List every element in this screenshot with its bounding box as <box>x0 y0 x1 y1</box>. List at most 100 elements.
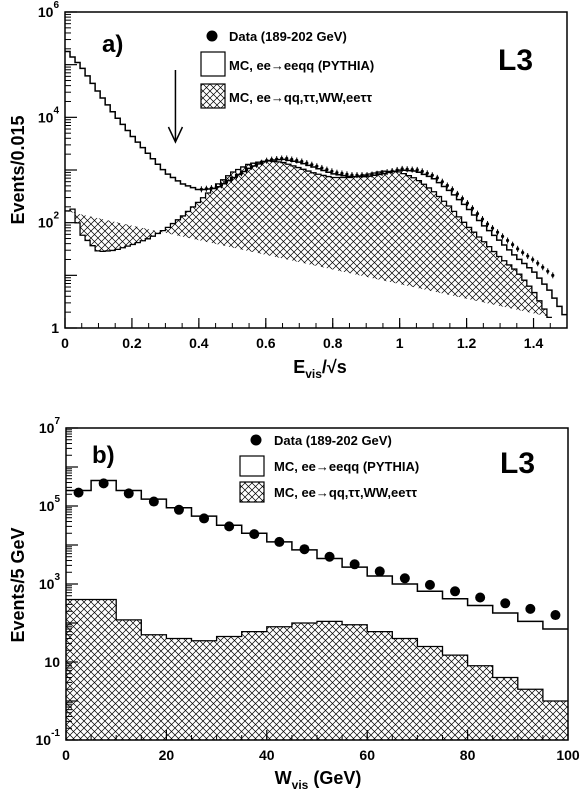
data-point <box>254 163 259 167</box>
data-point <box>219 183 224 187</box>
x-tick-label: 20 <box>159 747 175 763</box>
y-tick-label: 10-1 <box>36 728 61 748</box>
data-point <box>450 586 461 597</box>
y-axis-ticks: 1 102 104 106 <box>38 0 77 336</box>
data-point <box>480 217 485 221</box>
cut-arrow <box>167 70 184 144</box>
x-tick-label: 0.4 <box>189 335 209 351</box>
data-point <box>495 230 500 234</box>
data-point <box>204 187 208 191</box>
data-point <box>500 598 511 609</box>
data-point <box>244 168 249 172</box>
data-points <box>199 155 555 279</box>
data-point <box>173 504 184 515</box>
y-axis-title: Events/0.015 <box>8 115 28 224</box>
data-point <box>435 176 439 180</box>
data-point <box>400 167 404 171</box>
data-point <box>430 173 434 177</box>
data-point <box>424 579 435 590</box>
data-point <box>465 201 470 205</box>
data-point <box>385 170 389 174</box>
data-point <box>280 156 284 161</box>
x-tick-label: 100 <box>556 747 580 763</box>
x-axis-title: Evis/√s <box>293 357 347 381</box>
x-axis-ticks: 0 0.2 0.4 0.6 0.8 1 1.2 1.4 <box>61 318 568 351</box>
background-mc-outline <box>65 160 552 318</box>
x-tick-label: 80 <box>460 747 476 763</box>
data-point <box>355 173 359 177</box>
data-point <box>511 243 515 247</box>
data-point <box>475 592 486 603</box>
y-tick-label: 10 <box>44 654 60 670</box>
data-point <box>249 165 254 169</box>
data-point <box>550 610 561 621</box>
data-points <box>73 478 561 621</box>
legend-background-label: MC, ee→qq,ττ,WW,eeττ <box>274 485 417 500</box>
x-tick-label: 0 <box>61 335 69 351</box>
data-point <box>320 166 324 170</box>
legend-background-label: MC, ee→qq,ττ,WW,eeττ <box>229 90 372 105</box>
data-point <box>224 521 235 532</box>
data-point <box>285 156 289 161</box>
data-point <box>500 234 505 238</box>
total-mc-outline <box>65 50 567 316</box>
background-mc-area <box>65 160 552 318</box>
data-point <box>295 158 299 163</box>
data-point <box>470 206 475 210</box>
y-axis-title: Events/5 GeV <box>8 527 28 642</box>
data-point <box>425 171 429 175</box>
data-point <box>490 226 495 230</box>
data-point <box>455 192 459 196</box>
panel-a-energy-fraction: 0 0.2 0.4 0.6 0.8 1 1.2 1.4 1 102 104 106 a) L3 Da… <box>8 0 568 381</box>
total-mc-outline <box>66 479 568 630</box>
x-tick-label: 1.4 <box>524 335 544 351</box>
data-point <box>310 163 314 167</box>
legend-signal-swatch <box>239 455 265 477</box>
x-axis-title: Wvis (GeV) <box>275 768 362 792</box>
data-point <box>405 167 409 171</box>
data-point <box>199 187 203 191</box>
legend-data-label: Data (189-202 GeV) <box>229 29 347 44</box>
background-mc-hatched-histogram <box>65 160 552 318</box>
data-point <box>526 254 530 258</box>
data-point <box>445 183 449 188</box>
data-point <box>265 159 269 163</box>
data-point <box>330 169 334 173</box>
data-point <box>335 171 339 175</box>
data-point <box>340 171 344 176</box>
y-tick-label: 107 <box>39 416 61 436</box>
data-point <box>229 177 234 182</box>
data-point <box>541 265 545 269</box>
background-mc-area <box>66 599 568 740</box>
data-point <box>370 172 374 177</box>
y-tick-label: 106 <box>38 0 60 20</box>
legend-signal-label: MC, ee→eeqq (PYTHIA) <box>229 58 374 73</box>
panel-label: b) <box>92 442 115 469</box>
data-point <box>450 187 454 191</box>
x-tick-label: 0 <box>62 747 70 763</box>
data-point <box>521 250 525 255</box>
x-tick-label: 0.2 <box>122 335 142 351</box>
data-point <box>475 212 480 216</box>
data-point <box>98 478 109 489</box>
data-point <box>360 173 364 177</box>
data-point <box>249 529 260 540</box>
y-tick-label: 102 <box>38 211 60 231</box>
x-tick-label: 1 <box>396 335 404 351</box>
data-point <box>395 168 399 172</box>
data-point <box>345 172 349 176</box>
data-point <box>525 603 536 614</box>
data-point <box>399 573 410 584</box>
data-point <box>209 186 214 190</box>
total-mc-histogram <box>66 479 568 630</box>
x-tick-label: 0.8 <box>323 335 343 351</box>
background-mc-hatched-histogram <box>66 598 568 740</box>
data-point <box>239 171 244 175</box>
legend-data-marker <box>250 434 262 446</box>
data-point <box>485 222 490 226</box>
data-point <box>350 173 354 177</box>
x-tick-label: 1.2 <box>457 335 477 351</box>
data-point <box>546 269 550 273</box>
arrow-head <box>167 126 184 144</box>
